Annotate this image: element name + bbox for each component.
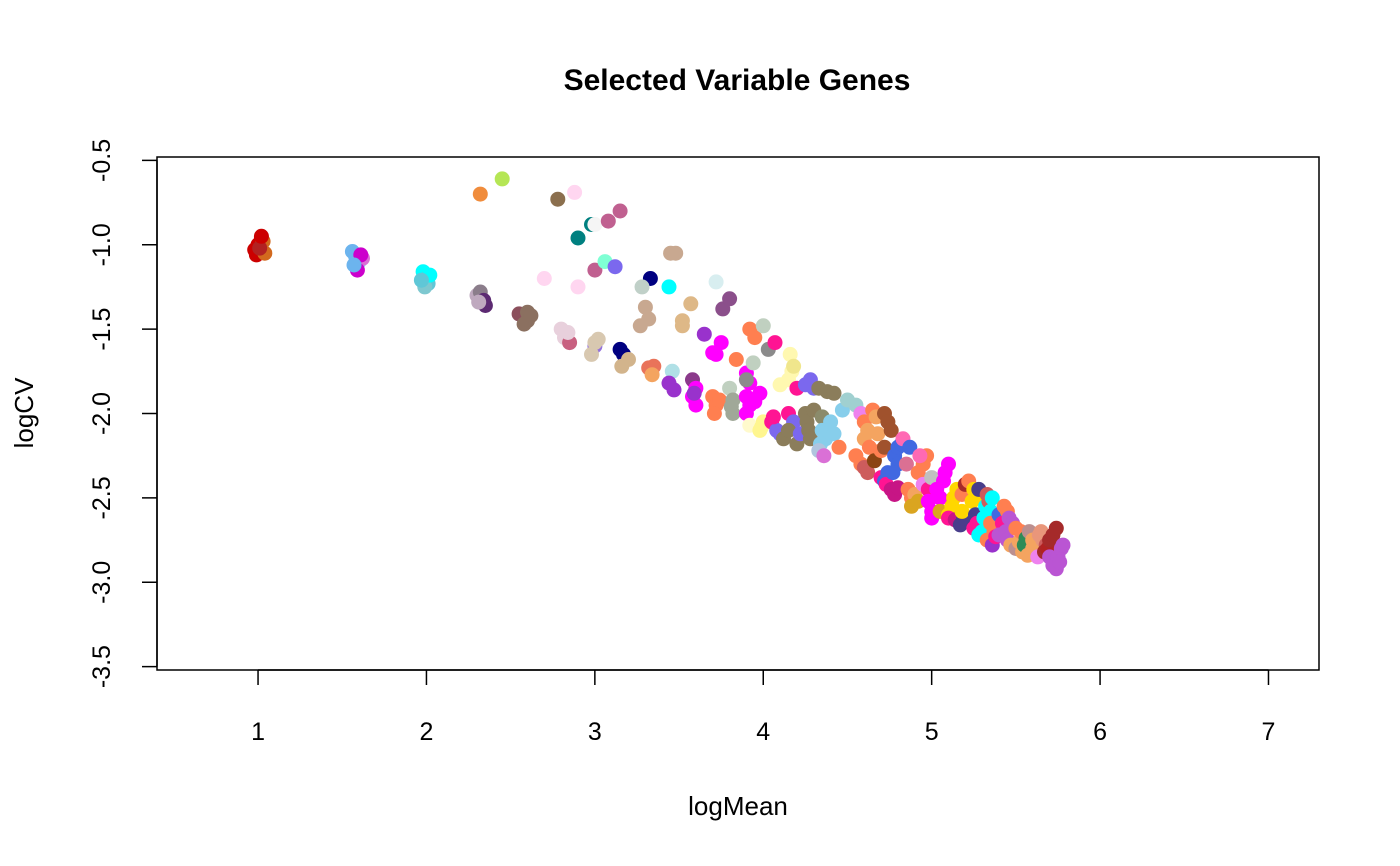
data-point xyxy=(755,318,771,334)
data-point xyxy=(831,439,847,455)
x-tick-label: 3 xyxy=(588,718,602,746)
data-point xyxy=(912,448,928,464)
data-point xyxy=(570,230,586,246)
y-tick-label: -1.5 xyxy=(88,308,116,351)
y-axis: -3.5 -3.0 -2.5 -2.0 -1.5 -1.0 -0.5 xyxy=(88,139,158,688)
data-point xyxy=(823,414,839,430)
x-tick-label: 1 xyxy=(251,718,265,746)
data-point xyxy=(346,257,362,273)
data-point xyxy=(612,203,628,219)
data-point xyxy=(641,311,657,327)
data-point xyxy=(661,279,677,295)
data-point xyxy=(494,171,510,187)
data-point xyxy=(747,330,763,346)
data-point xyxy=(898,456,914,472)
data-point xyxy=(668,245,684,261)
data-point xyxy=(984,490,1000,506)
x-tick-label: 7 xyxy=(1262,718,1276,746)
data-point xyxy=(413,272,429,288)
data-point xyxy=(870,426,886,442)
data-point xyxy=(644,367,660,383)
data-point xyxy=(523,308,539,324)
y-tick-label: -2.5 xyxy=(88,476,116,519)
data-point xyxy=(706,406,722,421)
data-point xyxy=(472,186,488,202)
data-point xyxy=(708,274,724,290)
y-tick-label: -0.5 xyxy=(88,139,116,182)
data-point xyxy=(781,422,796,438)
data-point xyxy=(253,228,269,244)
data-point xyxy=(607,259,623,275)
data-point xyxy=(587,262,603,278)
data-point xyxy=(666,382,682,398)
data-point xyxy=(902,439,918,455)
data-point xyxy=(674,318,690,334)
data-point xyxy=(861,439,877,455)
data-point xyxy=(722,380,738,396)
points-layer xyxy=(247,171,1071,577)
y-tick-label: -2.0 xyxy=(88,392,116,435)
data-point xyxy=(536,271,552,286)
x-axis: 1 2 3 4 5 6 7 xyxy=(251,669,1276,746)
data-point xyxy=(937,465,953,481)
data-point xyxy=(1052,554,1068,570)
data-point xyxy=(885,465,901,481)
data-point xyxy=(1048,520,1064,536)
y-tick-label: -1.0 xyxy=(88,223,116,266)
x-tick-label: 4 xyxy=(756,718,770,746)
data-point xyxy=(738,372,754,388)
y-tick-label: -3.5 xyxy=(88,645,116,688)
data-point xyxy=(686,385,702,401)
data-point xyxy=(765,409,781,425)
data-point xyxy=(782,346,798,362)
data-point xyxy=(252,240,268,256)
data-point xyxy=(826,385,842,401)
data-point xyxy=(725,406,741,421)
data-point xyxy=(924,470,940,486)
data-point xyxy=(688,397,704,413)
data-point xyxy=(708,346,724,362)
data-point xyxy=(877,439,892,455)
data-point xyxy=(567,184,583,200)
data-point xyxy=(767,335,783,351)
data-point xyxy=(883,422,899,438)
x-tick-label: 5 xyxy=(925,718,939,746)
data-point xyxy=(637,299,653,315)
data-point xyxy=(587,335,603,351)
x-tick-label: 2 xyxy=(419,718,433,746)
data-point xyxy=(786,358,802,374)
data-point xyxy=(1055,537,1071,553)
data-point xyxy=(728,352,744,367)
data-point xyxy=(713,335,729,351)
y-tick-label: -3.0 xyxy=(88,561,116,604)
data-point xyxy=(570,279,586,295)
data-point xyxy=(738,406,754,421)
y-axis-label: logCV xyxy=(9,377,39,448)
data-point xyxy=(722,291,738,307)
data-point xyxy=(614,358,630,374)
data-point xyxy=(932,490,948,506)
data-point xyxy=(664,363,680,379)
data-point xyxy=(600,213,616,229)
data-point xyxy=(550,191,566,207)
data-point xyxy=(826,426,842,442)
data-point xyxy=(584,346,599,362)
data-point xyxy=(752,422,768,438)
chart-title: Selected Variable Genes xyxy=(564,64,911,97)
data-point xyxy=(752,385,768,401)
x-axis-label: logMean xyxy=(688,791,788,821)
data-point xyxy=(712,392,727,408)
data-point xyxy=(634,279,650,295)
x-tick-label: 6 xyxy=(1093,718,1107,746)
data-point xyxy=(696,326,712,342)
data-point xyxy=(471,294,487,310)
data-point xyxy=(587,217,603,232)
data-point xyxy=(560,325,576,340)
data-point xyxy=(816,448,832,464)
data-point xyxy=(745,355,761,371)
data-point xyxy=(954,503,970,519)
data-point xyxy=(683,296,699,312)
data-point xyxy=(860,465,876,481)
